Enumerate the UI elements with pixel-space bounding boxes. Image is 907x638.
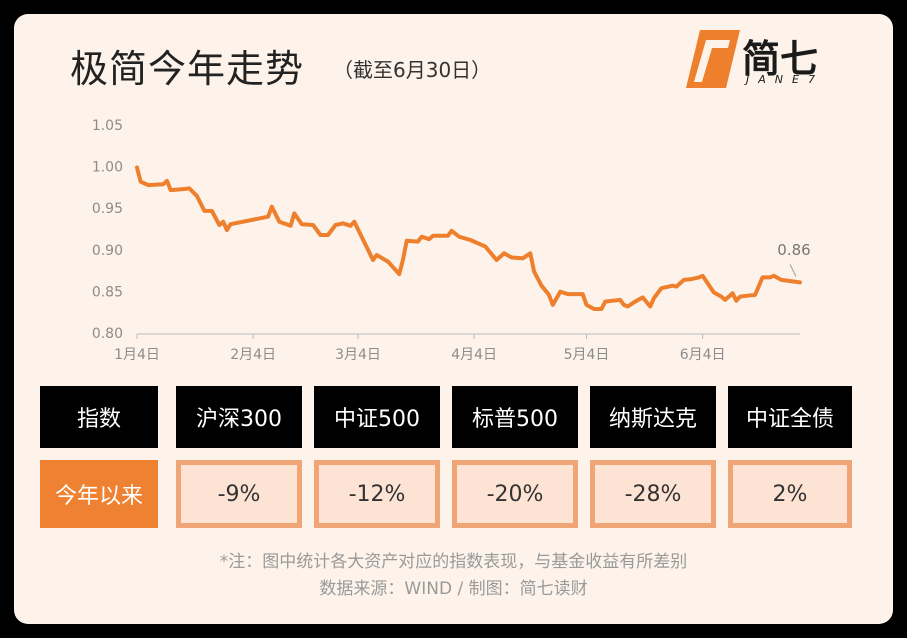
- y-tick-label: 0.90: [92, 243, 123, 259]
- x-tick-label: 3月4日: [335, 347, 381, 363]
- x-tick-label: 6月4日: [680, 347, 726, 363]
- table-header: 纳斯达克: [590, 386, 716, 448]
- footnote: *注：图中统计各大资产对应的指数表现，与基金收益有所差别: [219, 552, 688, 572]
- table-header: 标普500: [452, 386, 578, 448]
- x-tick-label: 5月4日: [564, 347, 610, 363]
- y-tick-label: 0.80: [92, 326, 123, 342]
- table-header: 指数: [40, 386, 158, 448]
- table-cell: -20%: [452, 460, 578, 528]
- value-label: 0.86: [777, 241, 810, 259]
- subtitle: （截至6月30日）: [333, 58, 492, 82]
- y-tick-label: 1.05: [92, 118, 123, 134]
- logo-mark: [686, 30, 740, 88]
- table-header: 沪深300: [176, 386, 302, 448]
- title: 极简今年走势: [70, 47, 305, 91]
- table-cell: 2%: [728, 460, 852, 528]
- y-tick-label: 0.85: [92, 284, 123, 300]
- y-tick-label: 1.00: [92, 160, 123, 176]
- logo: 简七: [742, 37, 819, 81]
- logo-mark-inner: [694, 40, 730, 82]
- table-cell: -28%: [590, 460, 716, 528]
- x-tick-label: 4月4日: [451, 347, 497, 363]
- table-cell: -9%: [176, 460, 302, 528]
- y-tick-label: 0.95: [92, 201, 123, 217]
- source: 数据来源：WIND / 制图：简七读财: [319, 579, 588, 599]
- table-cell: -12%: [314, 460, 440, 528]
- table-cell: 今年以来: [40, 460, 158, 528]
- table-header: 中证500: [314, 386, 440, 448]
- table-header: 中证全债: [728, 386, 852, 448]
- x-tick-label: 2月4日: [230, 347, 276, 363]
- logo-sub: JANE7: [746, 73, 824, 86]
- line: [135, 165, 802, 311]
- x-tick-label: 1月4日: [114, 347, 160, 363]
- label-leader: [789, 264, 797, 277]
